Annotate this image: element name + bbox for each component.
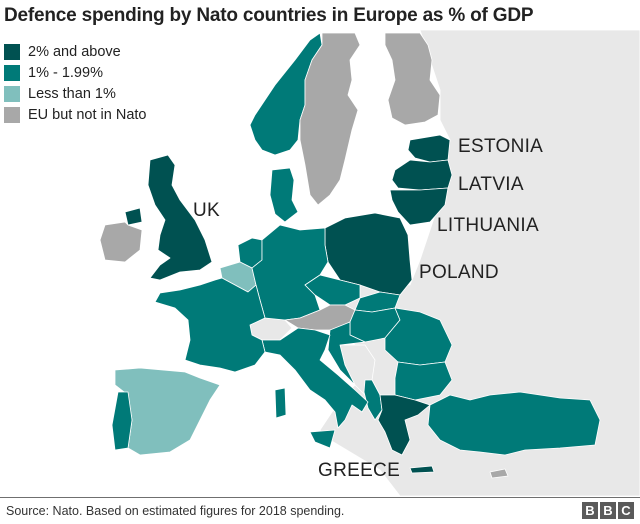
- europe-map: [99, 30, 640, 496]
- legend-swatch: [4, 106, 20, 123]
- region-turkey: [427, 391, 601, 456]
- bbc-logo-letter: C: [618, 502, 634, 519]
- region-sweden: [299, 32, 361, 206]
- legend-item-eu-not-nato: EU but not in Nato: [4, 104, 147, 125]
- region-france: [154, 277, 266, 373]
- region-germany: [251, 224, 329, 321]
- region-portugal: [111, 391, 133, 451]
- bbc-logo-letter: B: [600, 502, 616, 519]
- region-ireland: [99, 221, 143, 263]
- label-latvia: LATVIA: [458, 174, 524, 195]
- bbc-logo: B B C: [582, 502, 634, 519]
- region-northern-ireland: [124, 207, 143, 226]
- legend-swatch: [4, 43, 20, 60]
- region-poland: [324, 212, 413, 296]
- chart-title: Defence spending by Nato countries in Eu…: [4, 5, 534, 26]
- region-lithuania: [389, 187, 449, 226]
- legend-swatch: [4, 64, 20, 81]
- region-estonia: [407, 134, 451, 163]
- region-albania: [363, 379, 383, 421]
- legend: 2% and above 1% - 1.99% Less than 1% EU …: [4, 41, 147, 125]
- region-crete: [409, 465, 435, 474]
- region-latvia: [391, 159, 453, 191]
- legend-item-less-than-one: Less than 1%: [4, 83, 147, 104]
- region-greece: [377, 394, 431, 456]
- label-greece: GREECE: [318, 460, 401, 481]
- region-finland: [384, 32, 441, 126]
- region-croatia: [327, 321, 366, 386]
- region-uk: [147, 154, 213, 281]
- bbc-logo-letter: B: [582, 502, 598, 519]
- legend-item-one-to-two: 1% - 1.99%: [4, 62, 147, 83]
- region-cyprus: [489, 468, 509, 479]
- legend-label: 1% - 1.99%: [28, 64, 103, 81]
- region-sardinia: [274, 387, 287, 419]
- legend-item-two-plus: 2% and above: [4, 41, 147, 62]
- legend-swatch: [4, 85, 20, 102]
- label-poland: POLAND: [419, 262, 499, 283]
- legend-label: EU but not in Nato: [28, 106, 147, 123]
- region-denmark: [269, 167, 299, 223]
- region-italy: [261, 327, 369, 429]
- region-bulgaria: [394, 361, 453, 401]
- legend-label: 2% and above: [28, 43, 121, 60]
- label-estonia: ESTONIA: [458, 136, 544, 157]
- label-lithuania: LITHUANIA: [437, 215, 539, 236]
- region-sicily: [309, 429, 336, 449]
- source-note: Source: Nato. Based on estimated figures…: [6, 504, 345, 518]
- footer-divider: [0, 497, 640, 498]
- legend-label: Less than 1%: [28, 85, 116, 102]
- label-uk: UK: [193, 200, 220, 221]
